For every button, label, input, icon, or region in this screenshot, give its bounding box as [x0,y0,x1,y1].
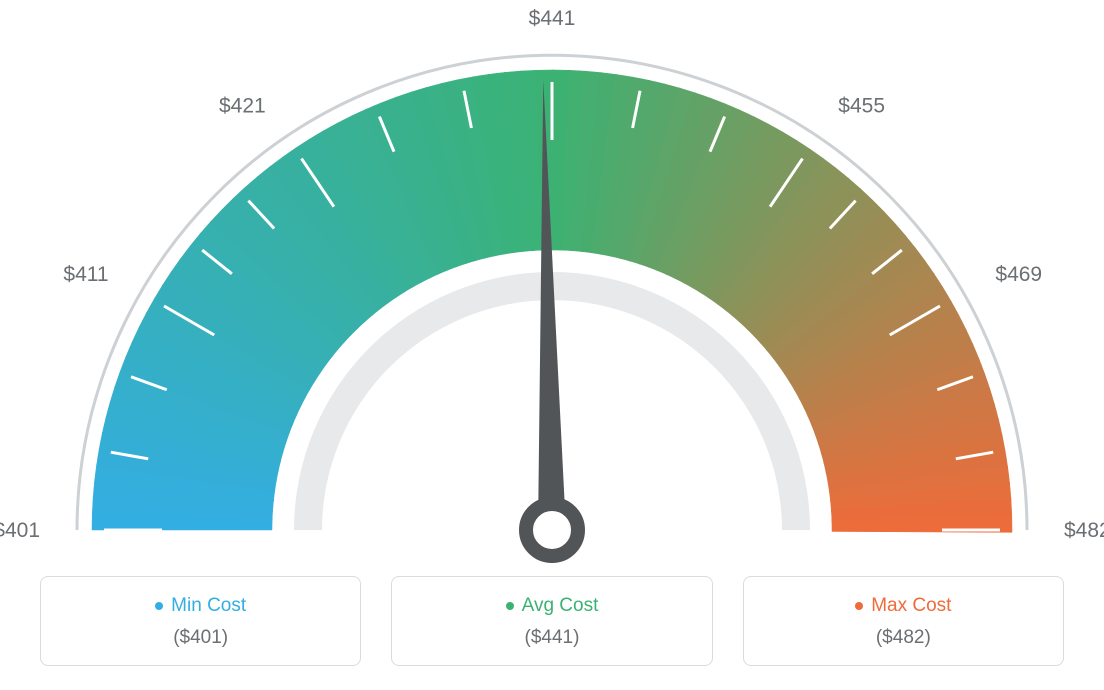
summary-cards: Min Cost ($401) Avg Cost ($441) Max Cost… [40,576,1064,666]
min-cost-card: Min Cost ($401) [40,576,361,666]
gauge-svg: $401 $411 $421 $441 $455 $469 $482 [0,0,1104,570]
gauge-tick-label: $441 [529,7,576,30]
min-cost-label: Min Cost [171,595,246,617]
max-cost-dot [855,602,863,610]
min-cost-value: ($401) [51,627,350,649]
avg-cost-card: Avg Cost ($441) [391,576,712,666]
gauge-chart-container: $401 $411 $421 $441 $455 $469 $482 Min Cost ($… [0,0,1104,690]
avg-cost-dot [506,602,514,610]
min-cost-dot [155,602,163,610]
gauge-tick-label: $411 [63,263,108,286]
avg-cost-label: Avg Cost [522,595,599,617]
avg-cost-value: ($441) [402,627,701,649]
gauge-tick-label: $469 [995,263,1042,286]
avg-cost-title: Avg Cost [506,595,599,617]
gauge-tick-label: $401 [0,519,40,542]
gauge-tick-label: $482 [1064,519,1104,542]
max-cost-label: Max Cost [871,595,951,617]
min-cost-title: Min Cost [155,595,246,617]
gauge-tick-label: $455 [838,95,885,118]
max-cost-title: Max Cost [855,595,951,617]
max-cost-value: ($482) [754,627,1053,649]
max-cost-card: Max Cost ($482) [743,576,1064,666]
gauge-tick-label: $421 [219,95,266,118]
gauge-area: $401 $411 $421 $441 $455 $469 $482 [0,0,1104,570]
